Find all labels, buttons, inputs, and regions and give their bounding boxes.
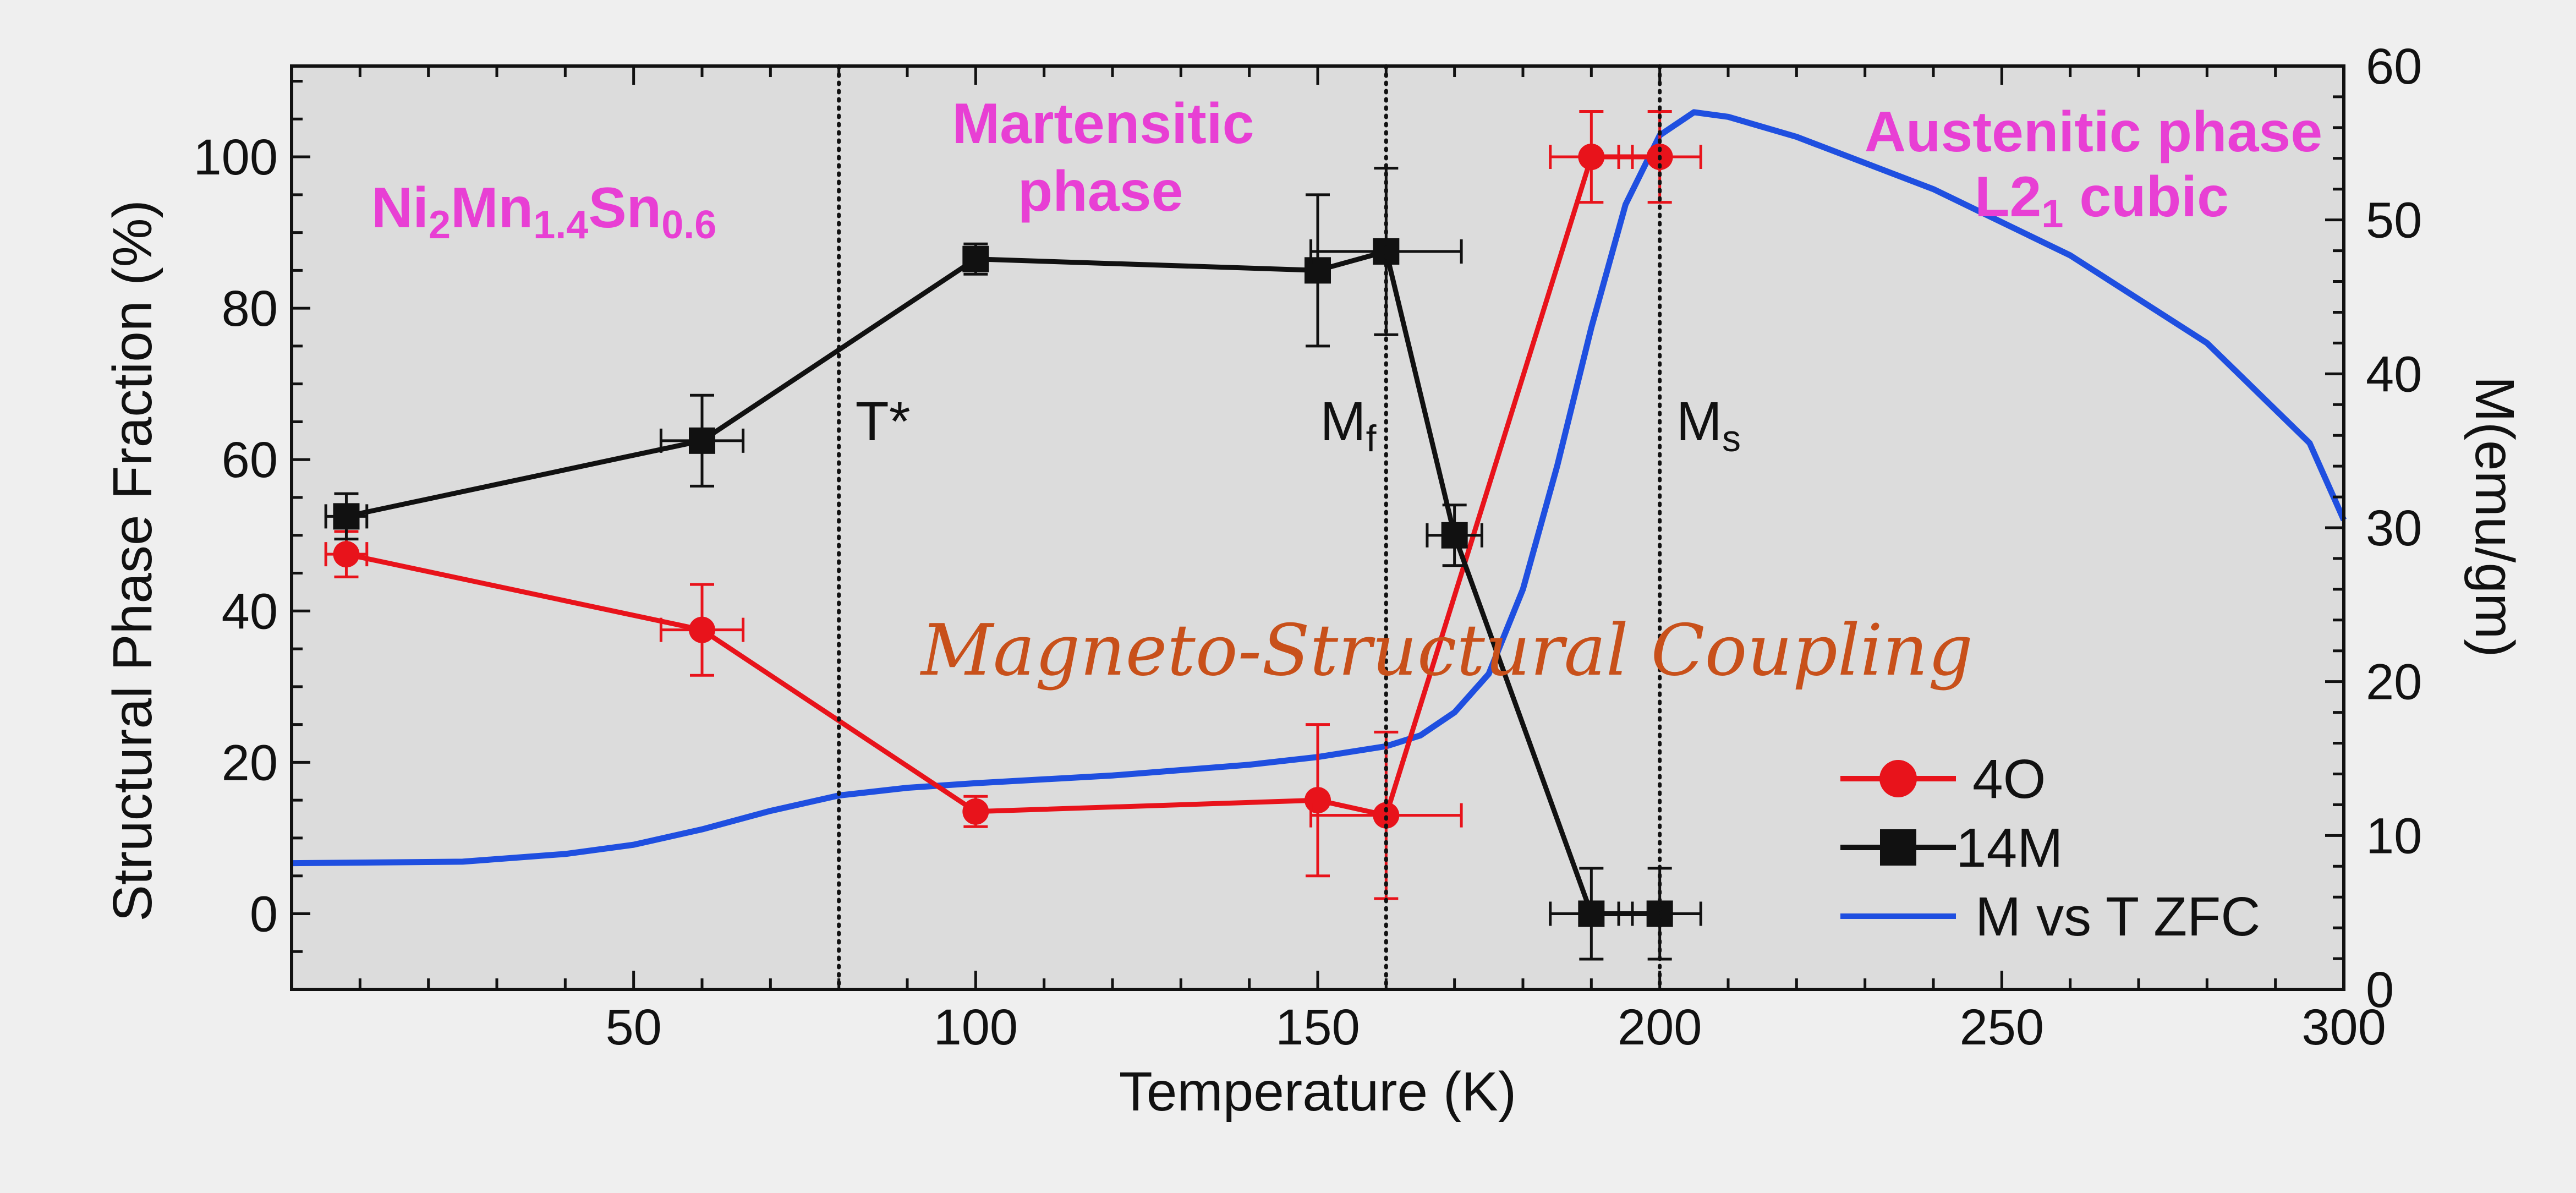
vline-label: Ms (1676, 391, 1741, 459)
legend-label-mt: M vs T ZFC (1975, 886, 2261, 948)
formula-sub: 0.6 (661, 203, 716, 247)
y2-tick-label: 20 (2366, 654, 2422, 710)
legend-label-14M: 14M (1956, 817, 2063, 879)
x-tick-label: 300 (2301, 999, 2386, 1055)
data-point-4O (1305, 787, 1331, 814)
formula-sub: 2 (429, 203, 451, 247)
vline-label-sub: f (1366, 418, 1377, 459)
legend-marker-4O (1879, 760, 1917, 797)
martensitic-label-line2: phase (1018, 160, 1183, 223)
austenitic-rest: cubic (2063, 165, 2229, 229)
y-tick-label: 60 (222, 432, 278, 488)
data-point-14M (1646, 900, 1673, 927)
vline-label-main: T* (856, 391, 911, 452)
austenitic-l2: L2 (1975, 165, 2041, 229)
vline-label-main: M (1676, 391, 1722, 452)
data-point-4O (1578, 144, 1605, 171)
data-point-4O (962, 798, 989, 825)
y2-tick-label: 30 (2366, 500, 2422, 556)
formula-part: Sn (588, 176, 661, 240)
formula-sub: 1.4 (533, 203, 588, 247)
vline-label-main: M (1320, 391, 1366, 452)
x-tick-label: 100 (934, 999, 1018, 1055)
mt-curve-line (291, 109, 2347, 867)
mt-curve-layer (291, 109, 2347, 867)
formula-part: Ni (371, 176, 429, 240)
legend-marker-14M (1880, 829, 1916, 866)
y-tick-label: 100 (194, 129, 278, 185)
data-point-4O (689, 616, 715, 643)
x-tick-label: 200 (1618, 999, 1702, 1055)
y2-tick-label: 50 (2366, 193, 2422, 249)
y2-tick-label: 0 (2366, 962, 2394, 1018)
y2-tick-label: 60 (2366, 39, 2422, 95)
data-point-4O (333, 541, 360, 568)
y-tick-label: 20 (222, 735, 278, 791)
data-point-14M (689, 427, 715, 454)
data-point-14M (962, 245, 989, 272)
x-tick-label: 150 (1275, 999, 1360, 1055)
data-point-14M (1578, 900, 1605, 927)
y2-tick-label: 40 (2366, 346, 2422, 402)
tick-layer: 50 100 150 200 250 30002040608010001020304050… (194, 39, 2422, 1055)
austenitic-label-line1: Austenitic phase (1865, 100, 2322, 164)
data-point-14M (1305, 257, 1331, 284)
x-tick-label: 250 (1960, 999, 2045, 1055)
legend-label-4O: 4O (1972, 748, 2046, 810)
formula-part: Mn (451, 176, 533, 240)
legend: 4O 14M M vs T ZFC (1840, 748, 2261, 948)
vline-label: T* (856, 391, 911, 452)
y2-tick-label: 10 (2366, 808, 2422, 864)
x-tick-label: 50 (605, 999, 661, 1055)
x-axis-title: Temperature (K) (1119, 1061, 1516, 1123)
y2-axis-title: M(emu/gm) (2464, 376, 2525, 657)
y-tick-label: 40 (222, 583, 278, 639)
data-point-14M (1441, 522, 1468, 549)
y-tick-label: 80 (222, 281, 278, 337)
vline-label: Mf (1320, 391, 1376, 459)
vline-layer: T* Mf Ms (837, 64, 1741, 992)
austenitic-sub: 1 (2041, 192, 2063, 236)
coupling-annotation: Magneto-Structural Coupling (920, 610, 1973, 692)
y-tick-label: 0 (250, 886, 278, 942)
series-line-14M (346, 249, 1660, 916)
y-axis-title: Structural Phase Fraction (%) (102, 200, 163, 922)
austenitic-label-line2: L21 cubic (1975, 165, 2229, 236)
data-point-14M (333, 503, 360, 530)
alloy-formula: Ni2Mn1.4Sn0.6 (371, 176, 716, 247)
martensitic-label-line1: Martensitic (952, 92, 1254, 156)
vline-label-sub: s (1722, 418, 1741, 459)
